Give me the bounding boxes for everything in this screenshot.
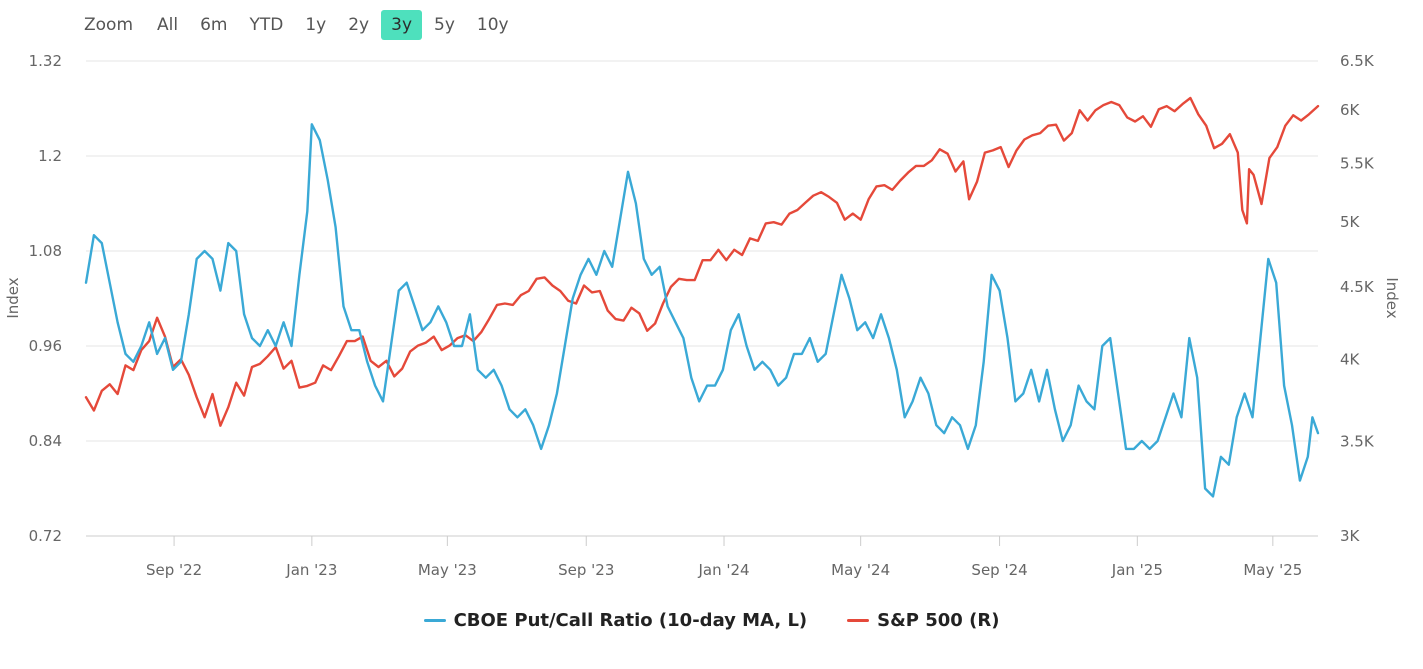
y-right-tick-label: 6K — [1340, 101, 1361, 119]
y-left-tick-label: 1.08 — [29, 242, 62, 260]
legend-label-sp500: S&P 500 (R) — [877, 610, 1000, 631]
y-right-tick-label: 4K — [1340, 350, 1361, 368]
legend: CBOE Put/Call Ratio (10-day MA, L) S&P 5… — [0, 610, 1423, 631]
x-tick-label: May '25 — [1243, 561, 1302, 579]
y-axis-right-title: Index — [1383, 277, 1401, 318]
y-right-tick-label: 6.5K — [1340, 52, 1375, 70]
zoom-button-all[interactable]: All — [157, 15, 179, 35]
series-line-putcall — [84, 123, 1320, 498]
x-tick-label: Jan '24 — [697, 561, 749, 579]
axes: Index Index 0.72 0.84 0.96 1.08 1.2 1.32 3K 3.5… — [4, 52, 1401, 579]
legend-label-putcall: CBOE Put/Call Ratio (10-day MA, L) — [453, 610, 808, 631]
x-tick-label: Sep '22 — [146, 561, 202, 579]
y-right-tick-label: 3.5K — [1340, 432, 1375, 450]
zoom-button-1y[interactable]: 1y — [305, 15, 327, 35]
x-tick-label: Jan '23 — [285, 561, 337, 579]
y-left-tick-label: 0.84 — [29, 432, 62, 450]
zoom-button-10y[interactable]: 10y — [476, 15, 509, 35]
zoom-label: Zoom — [84, 15, 134, 35]
zoom-button-3y[interactable]: 3y — [381, 10, 423, 40]
x-tick-label: Sep '24 — [971, 561, 1027, 579]
zoom-button-5y[interactable]: 5y — [434, 15, 455, 35]
chart-canvas: Index Index 0.72 0.84 0.96 1.08 1.2 1.32 3K 3.5… — [4, 52, 1401, 579]
y-left-tick-label: 0.96 — [29, 337, 62, 355]
x-tick-label: May '23 — [418, 561, 477, 579]
x-tick-label: Jan '25 — [1111, 561, 1163, 579]
series-lines — [84, 96, 1320, 498]
x-tick-label: May '24 — [831, 561, 890, 579]
x-tick-label: Sep '23 — [558, 561, 614, 579]
grid-lines — [86, 60, 1318, 537]
legend-swatch-putcall — [423, 619, 446, 622]
zoom-button-ytd[interactable]: YTD — [249, 15, 284, 35]
legend-swatch-sp500 — [847, 619, 870, 622]
y-left-tick-label: 1.32 — [29, 52, 62, 70]
y-right-tick-label: 5.5K — [1340, 155, 1375, 173]
y-right-tick-label: 4.5K — [1340, 278, 1375, 296]
y-axis-left-title: Index — [4, 277, 22, 318]
zoom-bar: Zoom All 6m YTD 1y 2y 3y 5y 10y — [84, 9, 521, 41]
series-line-sp500 — [84, 96, 1320, 427]
y-left-tick-label: 0.72 — [29, 527, 62, 545]
y-left-tick-label: 1.2 — [38, 147, 62, 165]
zoom-button-6m[interactable]: 6m — [200, 15, 228, 35]
legend-item-putcall[interactable]: CBOE Put/Call Ratio (10-day MA, L) — [423, 610, 808, 631]
y-right-tick-label: 3K — [1340, 527, 1361, 545]
legend-item-sp500[interactable]: S&P 500 (R) — [847, 610, 999, 631]
y-right-tick-label: 5K — [1340, 213, 1361, 231]
zoom-button-2y[interactable]: 2y — [348, 15, 370, 35]
